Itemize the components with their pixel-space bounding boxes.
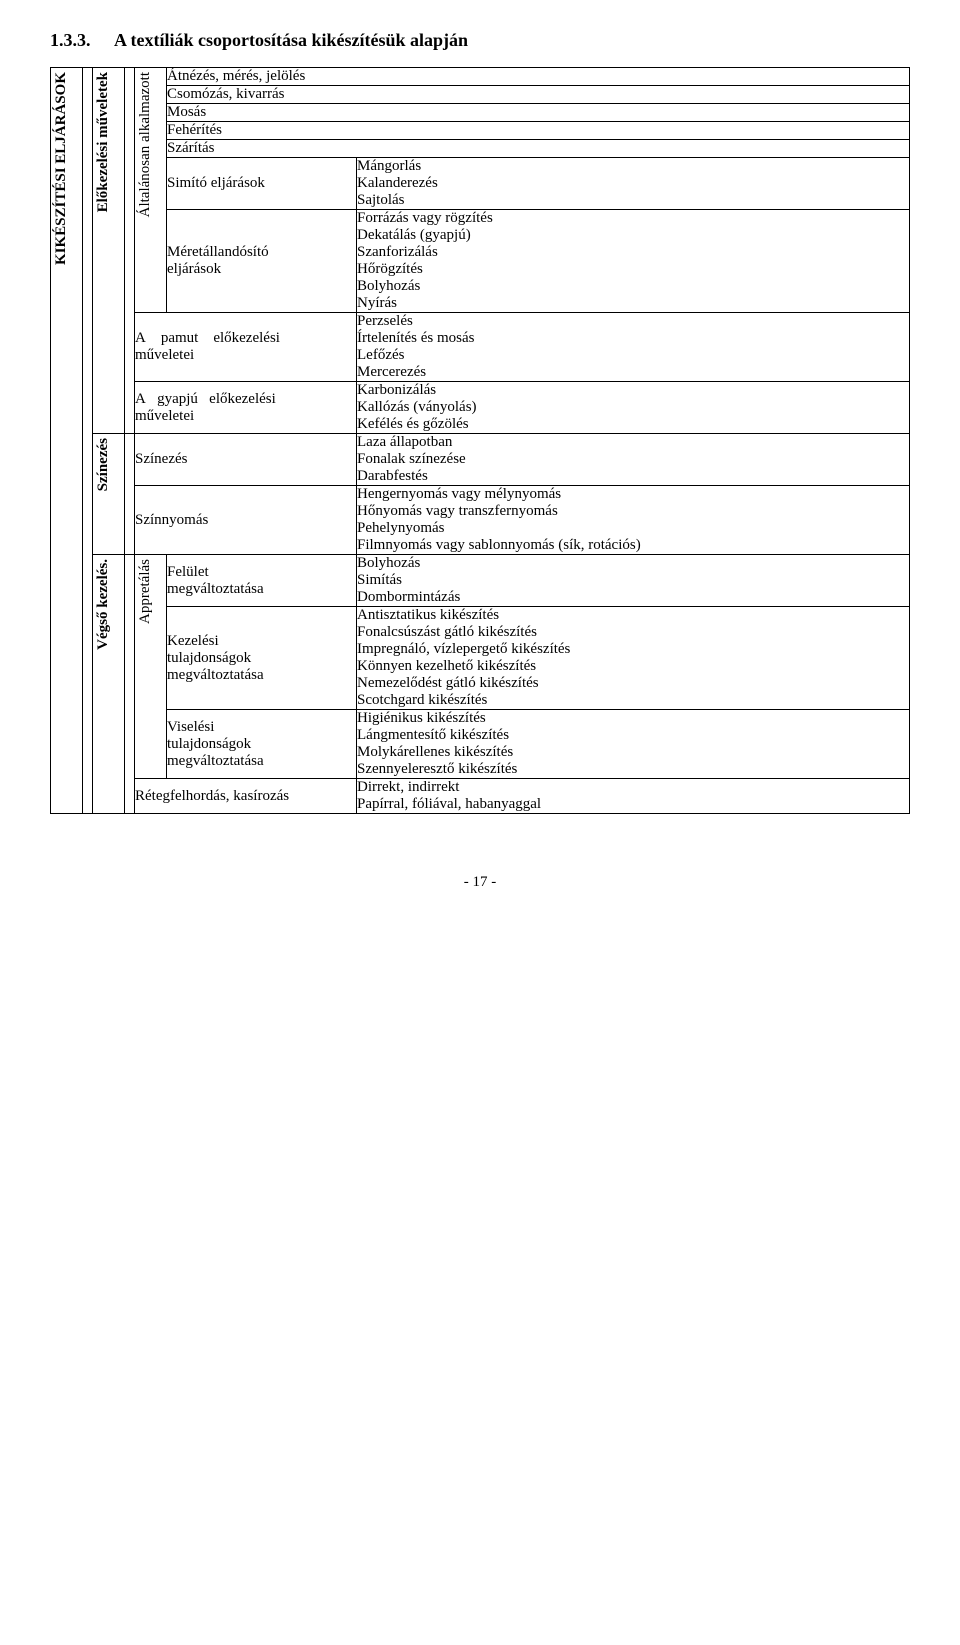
pamut-label: A pamut előkezelési műveletei — [135, 313, 357, 382]
page-footer: - 17 - — [50, 874, 910, 891]
heading-number: 1.3.3. — [50, 30, 91, 51]
page-heading: 1.3.3. A textíliák csoportosítása kikész… — [50, 30, 910, 51]
row: Átnézés, mérés, jelölés — [167, 68, 910, 86]
section-elokezeles-label: Előkezelési műveletek — [93, 68, 114, 216]
felulet-vals: Bolyhozás Simítás Dombormintázás — [357, 555, 910, 607]
reteg-vals: Dirrekt, indirrekt Papírral, fóliával, h… — [357, 779, 910, 814]
simito-label: Simító eljárások — [167, 158, 357, 210]
section-vegso-label: Végső kezelés. — [93, 555, 114, 654]
row: Csomózás, kivarrás — [167, 86, 910, 104]
pamut-vals: Perzselés Írtelenítés és mosás Lefőzés M… — [357, 313, 910, 382]
meret-label: Méretállandósító eljárások — [167, 210, 357, 313]
main-vertical-label: KIKÉSZÍTÉSI ELJÁRÁSOK — [51, 68, 72, 269]
appret-label: Appretálás — [135, 555, 156, 628]
reteg-label: Rétegfelhordás, kasírozás — [135, 779, 357, 814]
gyapju-label: A gyapjú előkezelési műveletei — [135, 382, 357, 434]
heading-text: A textíliák csoportosítása kikészítésük … — [114, 30, 468, 50]
section-szinezes-label: Színezés — [93, 434, 114, 495]
row: Fehérítés — [167, 122, 910, 140]
main-table: KIKÉSZÍTÉSI ELJÁRÁSOK Előkezelési művele… — [50, 67, 910, 814]
gyapju-vals: Karbonizálás Kallózás (ványolás) Kefélés… — [357, 382, 910, 434]
kezelesi-vals: Antisztatikus kikészítés Fonalcsúszást g… — [357, 607, 910, 710]
felulet-label: Felület megváltoztatása — [167, 555, 357, 607]
meret-vals: Forrázás vagy rögzítés Dekatálás (gyapjú… — [357, 210, 910, 313]
row: Mosás — [167, 104, 910, 122]
kezelesi-label: Kezelési tulajdonságok megváltoztatása — [167, 607, 357, 710]
viselesi-vals: Higiénikus kikészítés Lángmentesítő kiké… — [357, 710, 910, 779]
szinezes-sublabel: Színezés — [135, 434, 357, 486]
szinnyomas-label: Színnyomás — [135, 486, 357, 555]
szinezes-vals: Laza állapotban Fonalak színezése Darabf… — [357, 434, 910, 486]
row: Szárítás — [167, 140, 910, 158]
altalanos-label: Általánosan alkalmazott — [135, 68, 156, 221]
simito-vals: Mángorlás Kalanderezés Sajtolás — [357, 158, 910, 210]
viselesi-label: Viselési tulajdonságok megváltoztatása — [167, 710, 357, 779]
szinnyomas-vals: Hengernyomás vagy mélynyomás Hőnyomás va… — [357, 486, 910, 555]
